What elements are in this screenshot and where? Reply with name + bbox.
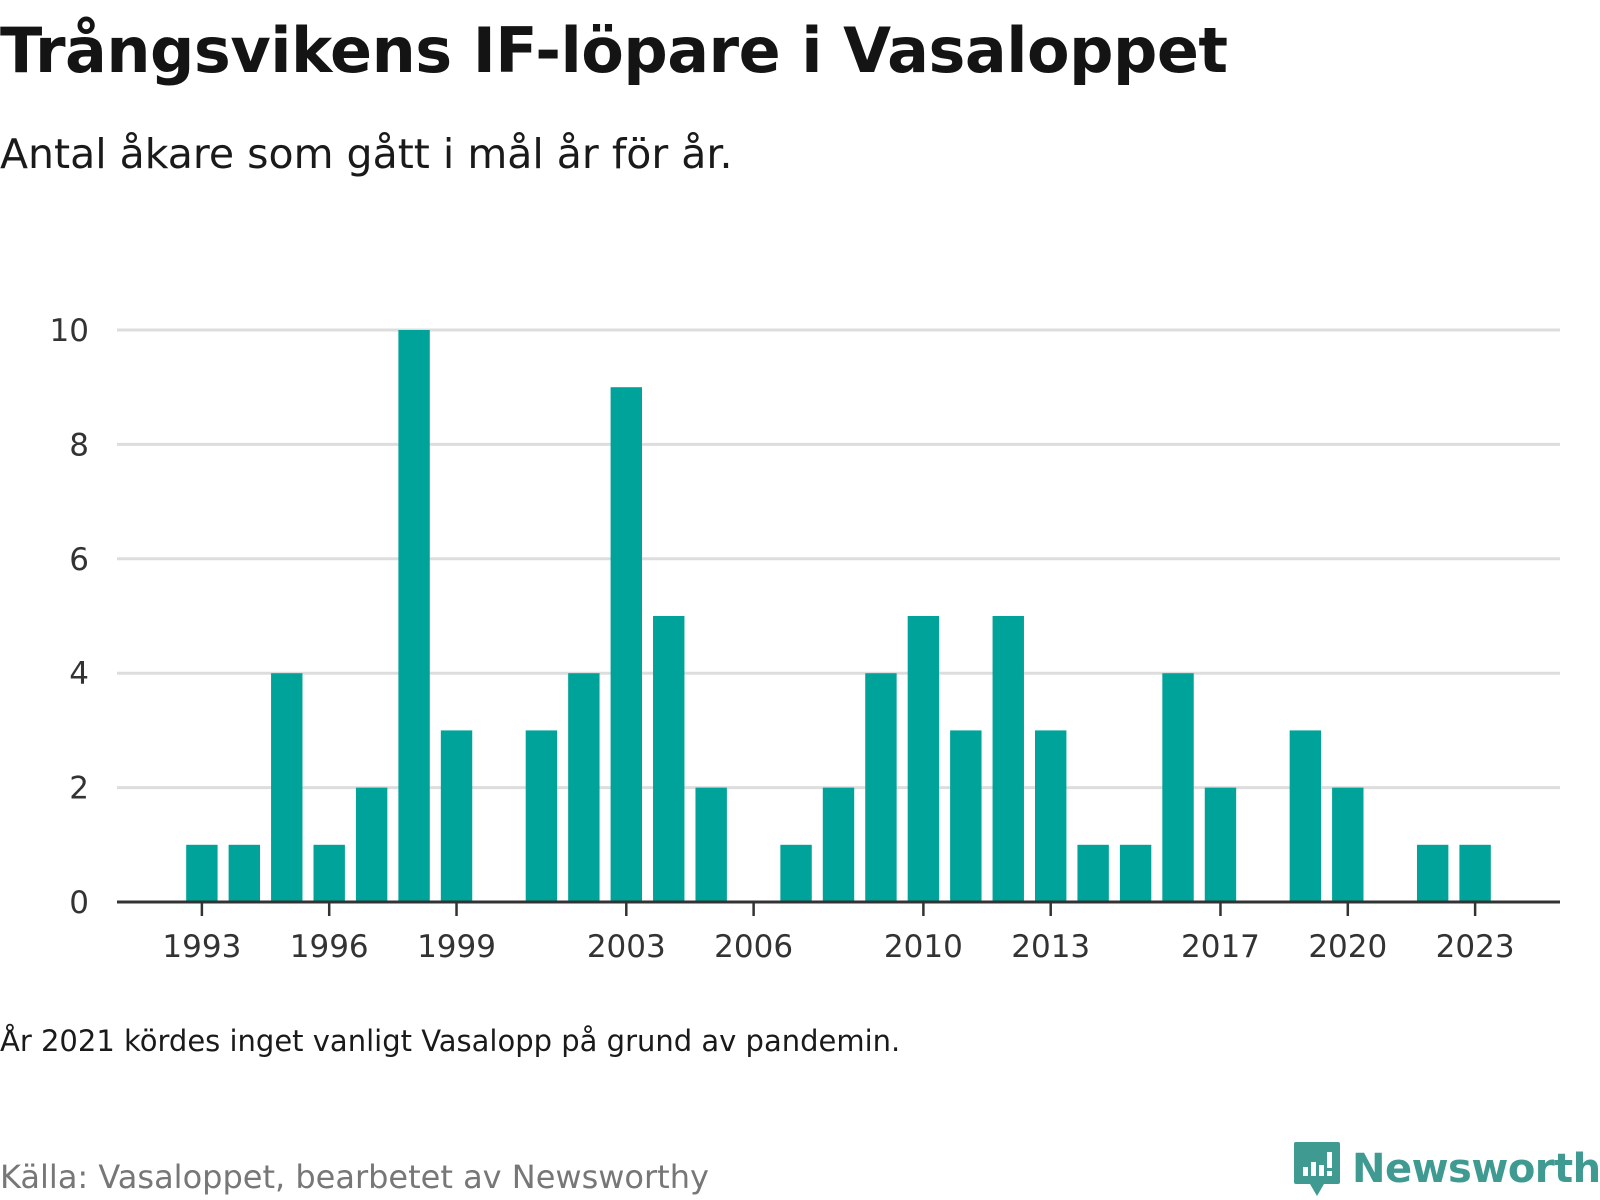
x-tick-label: 2023 [1436,929,1515,965]
bar-2012 [992,616,1024,902]
bar-1995 [271,673,303,902]
bar-1996 [313,844,345,902]
bar-2002 [568,673,600,902]
newsworthy-logo-icon [1294,1142,1340,1196]
bar-2007 [780,844,812,902]
bar-1999 [440,730,473,902]
bar-1997 [355,787,388,902]
y-tick-label: 2 [69,771,89,807]
brand-name: Newsworthy [1352,1146,1600,1192]
bar-2022 [1416,844,1449,902]
x-tick-label: 2003 [587,929,666,965]
bar-2009 [865,673,897,902]
y-tick-label: 10 [50,313,89,349]
bar-2013 [1035,730,1067,902]
bar-2001 [525,730,558,902]
x-tick-label: 2010 [884,929,963,965]
x-tick-label: 1999 [417,929,496,965]
x-tick-label: 2006 [714,929,793,965]
x-tick-label: 1996 [290,929,369,965]
x-tick-label: 2017 [1181,929,1260,965]
y-tick-label: 8 [69,427,89,463]
y-tick-label: 4 [69,656,89,692]
bar-2005 [695,787,727,902]
newsworthy-brand: Newsworthy [1292,1140,1600,1198]
x-tick-label: 1993 [162,929,241,965]
x-axis-ticks: 1993 1996 1999 2003 2006 2010 2013 2017 2020 2023 [162,902,1515,965]
bar-2014 [1077,844,1109,902]
bar-2003 [610,387,642,902]
footnote: År 2021 kördes inget vanligt Vasalopp på… [0,1024,901,1058]
bar-2011 [950,730,982,902]
chart-title: Trångsvikens IF-löpare i Vasaloppet [0,14,1228,87]
bar-1993 [186,844,218,902]
gridlines [117,328,1560,790]
bar-2017 [1204,787,1237,902]
chart-subtitle: Antal åkare som gått i mål år för år. [0,130,733,178]
y-tick-label: 0 [69,885,89,921]
bars [186,330,1491,902]
source-credit: Källa: Vasaloppet, bearbetet av Newswort… [0,1158,709,1196]
y-axis-ticks: 0 2 4 6 8 10 [50,313,89,921]
bar-2019 [1289,730,1322,902]
y-tick-label: 6 [69,542,89,578]
x-tick-label: 2013 [1011,929,1090,965]
x-tick-label: 2020 [1308,929,1387,965]
bar-2004 [653,616,685,902]
bar-2008 [822,787,855,902]
bar-2015 [1119,844,1152,902]
bar-2010 [907,616,940,902]
bar-chart: 0 2 4 6 8 10 1993 1996 1999 2003 2006 2010 2013 2017… [50,313,1560,965]
bar-1994 [228,844,261,902]
bar-2023 [1459,844,1491,902]
bar-2020 [1332,787,1364,902]
bar-2016 [1162,673,1194,902]
bar-1998 [398,330,430,902]
